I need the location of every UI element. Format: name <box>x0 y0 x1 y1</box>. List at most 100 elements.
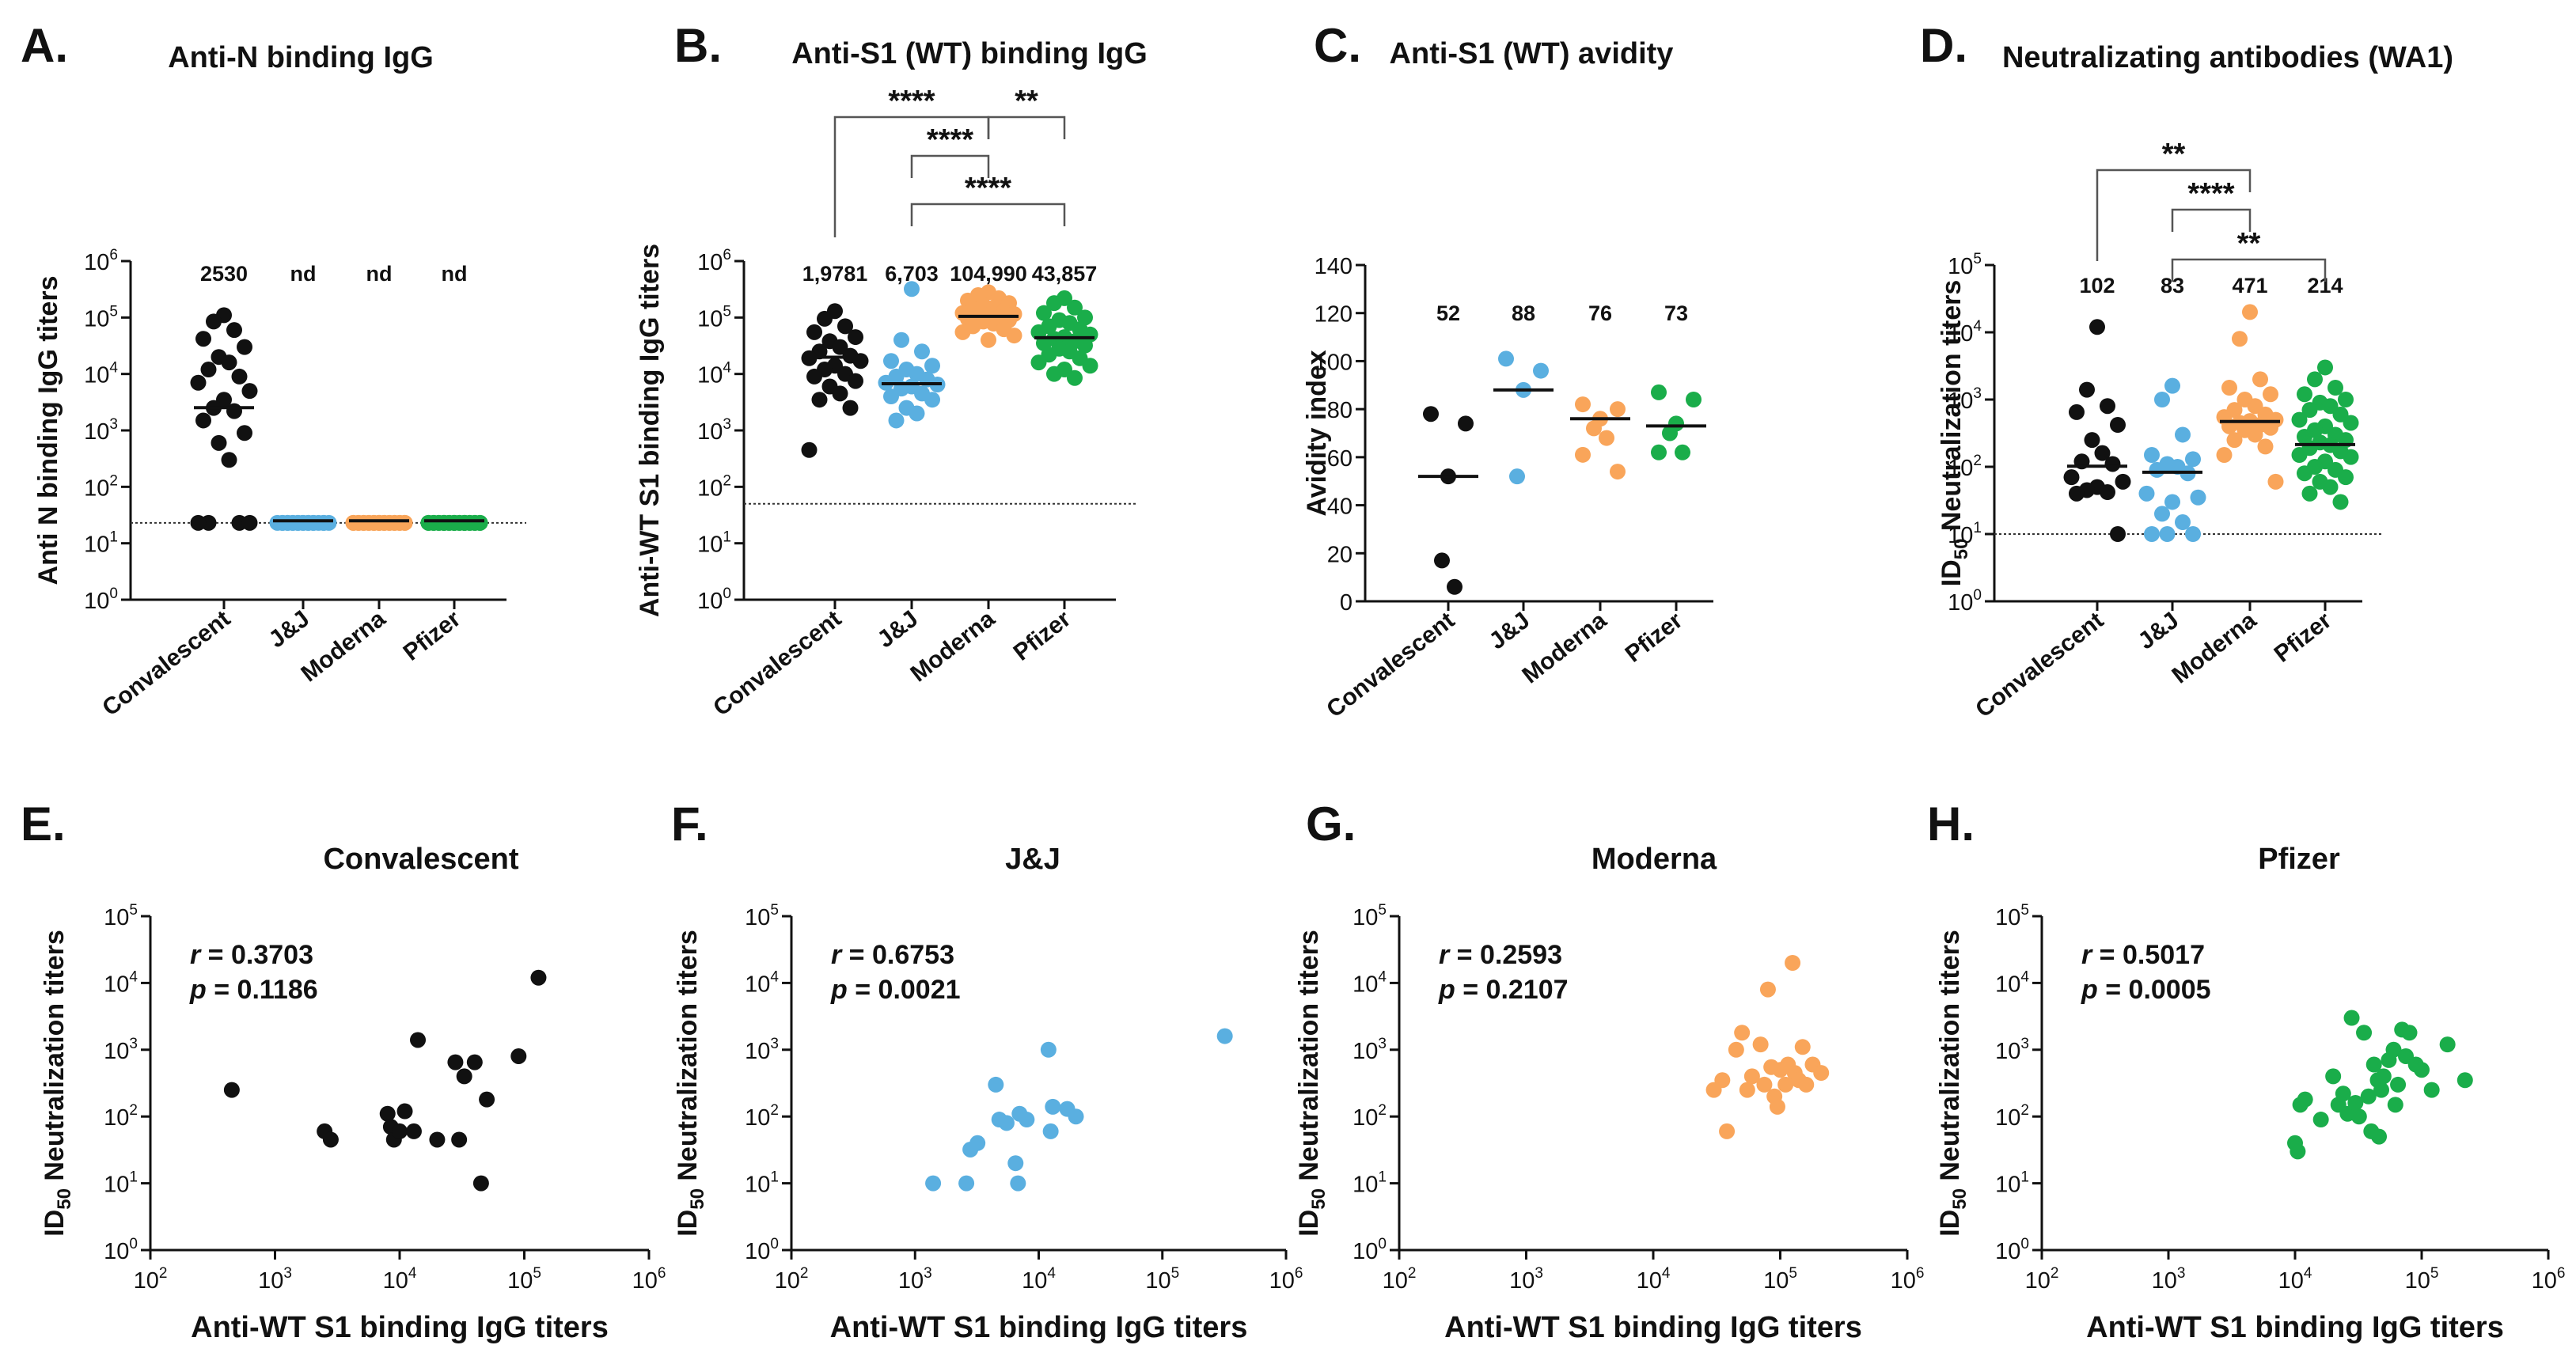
data-point <box>510 1048 527 1064</box>
tick-base: 10 <box>1352 1105 1378 1131</box>
y-tick-label: 140 <box>1315 254 1352 279</box>
tick-base: 10 <box>1383 1268 1408 1294</box>
y-tick-label: 105 <box>1995 902 2029 930</box>
x-axis-label: Anti-WT S1 binding IgG titers <box>1444 1311 1862 1344</box>
tick-exponent: 5 <box>723 303 731 320</box>
panel-label: C. <box>1314 19 1361 72</box>
data-point <box>2257 438 2274 455</box>
median-label: 52 <box>1436 301 1460 325</box>
data-point <box>2365 1056 2382 1073</box>
x-category-label: J&J <box>1485 608 1535 655</box>
x-category-label: J&J <box>873 606 924 654</box>
correlation-p: p = 0.1186 <box>189 975 318 1005</box>
median-label: 6,703 <box>885 262 939 286</box>
data-point <box>279 514 296 531</box>
panel-B: B. Anti-S1 (WT) binding IgG10010110210310… <box>635 19 1148 722</box>
tick-base: 10 <box>258 1268 283 1294</box>
tick-base: 10 <box>1948 321 1973 347</box>
panel-title: Anti-S1 (WT) avidity <box>1390 37 1674 70</box>
data-point <box>2144 526 2160 542</box>
tick-base: 10 <box>2025 1268 2051 1294</box>
tick-exponent: 3 <box>770 1036 779 1052</box>
data-point <box>2338 469 2354 486</box>
data-point <box>2332 494 2349 510</box>
data-point <box>2149 461 2165 478</box>
data-point <box>2144 447 2160 464</box>
data-point <box>237 339 252 355</box>
tick-exponent: 2 <box>770 1102 779 1119</box>
tick-base: 10 <box>697 306 723 332</box>
tick-exponent: 0 <box>1973 587 1982 604</box>
data-point <box>1042 1123 1059 1139</box>
data-point <box>1759 981 1776 998</box>
y-axis-label: ID50 Neutralization titers <box>1935 930 1971 1237</box>
tick-exponent: 6 <box>1916 1265 1925 1282</box>
tick-base: 10 <box>383 1268 408 1294</box>
data-point <box>211 434 227 451</box>
x-tick-label: 106 <box>2532 1265 2566 1294</box>
significance-bracket <box>910 203 1066 226</box>
tick-base: 10 <box>1995 972 2020 997</box>
y-tick-label: 105 <box>84 303 118 332</box>
data-point <box>2328 380 2343 396</box>
data-point <box>2084 432 2100 449</box>
data-point <box>2307 371 2323 388</box>
tick-exponent: 1 <box>129 1169 138 1186</box>
x-tick-label: 104 <box>1637 1265 1671 1294</box>
y-axis-label: ID50 Neutralization titers <box>1937 280 1972 587</box>
x-tick-label: 105 <box>1145 1265 1179 1294</box>
tick-exponent: 5 <box>2020 902 2029 919</box>
tick-base: 10 <box>1948 456 1973 481</box>
data-point <box>223 1082 240 1098</box>
data-point <box>924 392 940 408</box>
data-point <box>1794 1039 1811 1055</box>
tick-base: 10 <box>134 1268 159 1294</box>
y-tick-label: 104 <box>104 968 138 997</box>
data-point <box>2252 371 2268 388</box>
data-point <box>1533 362 1549 379</box>
tick-exponent: 4 <box>1378 968 1387 985</box>
data-point <box>883 388 899 405</box>
data-point <box>998 1115 1015 1131</box>
data-point <box>1714 1072 1731 1089</box>
median-label: 104,990 <box>950 262 1027 286</box>
x-category-label: J&J <box>264 606 315 654</box>
data-point <box>371 514 387 531</box>
data-point <box>1434 552 1450 569</box>
panel-title: Pfizer <box>2258 843 2340 876</box>
correlation-r: r = 0.6753 <box>831 940 954 970</box>
data-point <box>2063 469 2080 486</box>
data-point <box>2154 392 2170 407</box>
data-point <box>2185 451 2201 468</box>
data-point <box>1006 328 1022 344</box>
x-axis-label: Anti-WT S1 binding IgG titers <box>830 1311 1248 1344</box>
tick-exponent: 2 <box>1973 453 1982 469</box>
y-tick-label: 103 <box>1948 385 1982 414</box>
y-axis-label: Anti N binding IgG titers <box>33 276 63 585</box>
data-point <box>2154 506 2170 522</box>
tick-exponent: 3 <box>109 416 118 433</box>
data-point <box>345 514 362 531</box>
data-point <box>2164 494 2180 510</box>
y-tick-label: 103 <box>1352 1036 1387 1064</box>
tick-exponent: 4 <box>109 360 118 377</box>
data-point <box>2456 1072 2473 1089</box>
tick-base: 10 <box>1948 388 1973 414</box>
data-point <box>2360 1088 2377 1104</box>
data-point <box>852 353 869 369</box>
significance-label: **** <box>927 123 973 157</box>
data-point <box>2221 380 2237 396</box>
tick-base: 10 <box>104 905 129 930</box>
x-tick-label: 105 <box>1763 1265 1797 1294</box>
median-label: nd <box>366 262 393 286</box>
panel-title: Moderna <box>1592 843 1717 876</box>
data-point <box>801 441 818 458</box>
data-point <box>1030 354 1047 371</box>
data-point <box>2414 1062 2430 1078</box>
data-point <box>2164 377 2180 394</box>
tick-base: 10 <box>697 363 723 388</box>
tick-base: 10 <box>697 419 723 445</box>
